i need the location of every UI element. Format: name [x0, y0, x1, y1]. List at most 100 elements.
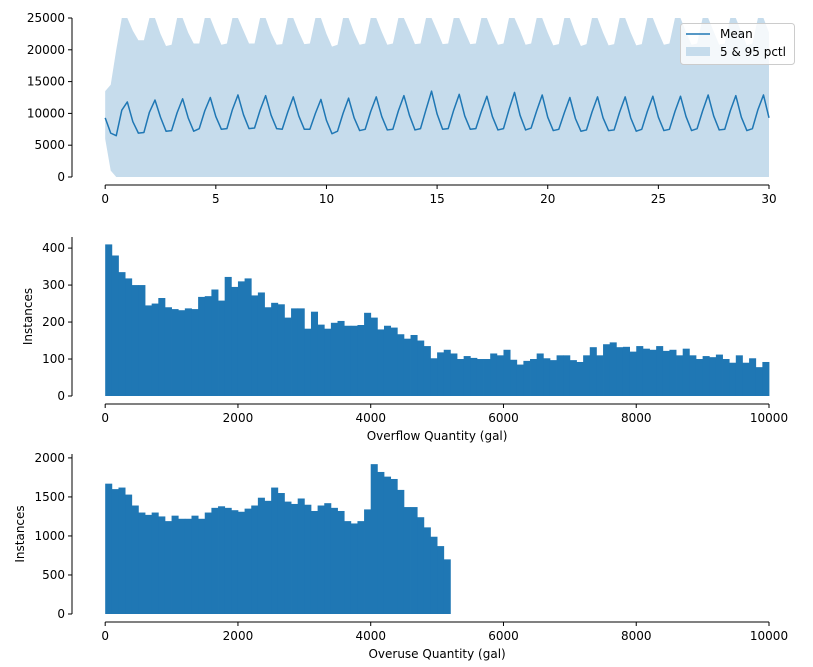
- histogram-bar: [218, 300, 226, 396]
- histogram-bar: [224, 507, 232, 614]
- y-tick-label: 0: [57, 607, 65, 621]
- histogram-bar: [350, 523, 358, 614]
- histogram-bar: [403, 507, 411, 614]
- histogram-bar: [125, 494, 133, 614]
- histogram-bar: [310, 311, 319, 396]
- histogram-bar: [636, 346, 644, 396]
- histogram-bar: [237, 511, 245, 614]
- histogram-bar: [742, 362, 750, 396]
- histogram-bar: [397, 489, 405, 614]
- histogram-bar: [171, 309, 179, 396]
- x-tick-label: 8000: [621, 411, 652, 425]
- histogram-bar: [463, 356, 471, 396]
- histogram-bar: [364, 509, 372, 614]
- histogram-bar: [317, 505, 325, 614]
- x-tick-label: 0: [101, 411, 109, 425]
- histogram-bar: [496, 355, 504, 396]
- histogram-bar: [330, 507, 338, 614]
- histogram-bar: [682, 348, 690, 396]
- y-axis-label: Instances: [21, 288, 35, 345]
- histogram-bar: [211, 289, 219, 396]
- histogram-bar: [490, 353, 498, 396]
- histogram-bar: [390, 478, 398, 614]
- histogram-bar: [145, 514, 153, 614]
- histogram-bar: [443, 559, 451, 614]
- histogram-bar: [277, 304, 285, 396]
- histogram-bar: [397, 334, 405, 396]
- histogram-bar: [111, 255, 119, 396]
- histogram-bar: [158, 298, 166, 396]
- histogram-bar: [735, 355, 743, 396]
- histogram-bar: [357, 521, 365, 614]
- y-tick-label: 25000: [27, 11, 65, 25]
- histogram-bar: [105, 483, 113, 614]
- x-tick-label: 15: [429, 192, 444, 206]
- histogram-bar: [676, 355, 684, 396]
- histogram-bar: [410, 507, 418, 614]
- histogram-bar: [291, 503, 299, 614]
- histogram-bar: [151, 512, 159, 614]
- histogram-bar: [257, 497, 265, 614]
- histogram-bar: [131, 285, 139, 396]
- histogram-bar: [178, 518, 186, 614]
- y-tick-label: 400: [42, 241, 65, 255]
- histogram-bar: [430, 536, 438, 614]
- histogram-bar: [563, 355, 571, 396]
- histogram-bar: [370, 317, 378, 396]
- histogram-bar: [337, 320, 345, 396]
- y-tick-label: 10000: [27, 106, 65, 120]
- histogram-bar: [576, 361, 584, 396]
- y-tick-label: 0: [57, 389, 65, 403]
- histogram-bar: [111, 489, 119, 614]
- x-tick-label: 4000: [355, 629, 386, 643]
- histogram-bar: [264, 500, 272, 614]
- histogram-bar: [476, 359, 484, 396]
- histogram-bar: [324, 328, 332, 396]
- histogram-bar: [237, 281, 245, 396]
- x-tick-label: 10000: [750, 411, 788, 425]
- x-tick-label: 2000: [223, 411, 254, 425]
- x-tick-label: 6000: [488, 629, 519, 643]
- histogram-bar: [158, 516, 166, 614]
- histogram-bar: [164, 521, 172, 614]
- histogram-bar: [277, 493, 285, 614]
- histogram-bar: [224, 276, 232, 396]
- histogram-bar: [251, 505, 259, 614]
- histogram-bar: [609, 342, 617, 396]
- y-tick-label: 2000: [34, 451, 65, 465]
- histogram-bar: [244, 278, 252, 396]
- histogram-bar: [583, 355, 591, 396]
- histogram-bar: [251, 295, 259, 396]
- x-tick-label: 10: [319, 192, 334, 206]
- histogram-bar: [198, 296, 206, 396]
- histogram-bar: [530, 359, 538, 396]
- histogram-bar: [470, 357, 478, 396]
- histogram-bar: [204, 512, 212, 614]
- histogram-bar: [430, 358, 438, 396]
- histogram-bar: [556, 355, 564, 396]
- histogram-bar: [271, 302, 279, 396]
- histogram-bar: [330, 322, 338, 396]
- histogram-bar: [284, 317, 292, 396]
- histogram-bar: [729, 362, 737, 396]
- histogram-bar: [715, 354, 723, 396]
- histogram-bar: [483, 359, 491, 396]
- x-tick-label: 10000: [750, 629, 788, 643]
- histogram-bar: [596, 355, 604, 396]
- histogram-bar: [370, 464, 378, 614]
- histogram-bar: [151, 303, 159, 396]
- histogram-bar: [297, 308, 305, 396]
- legend: Mean 5 & 95 pctl: [680, 23, 795, 65]
- histogram-bar: [184, 308, 192, 396]
- histogram-bar: [437, 352, 445, 396]
- histogram-bar: [291, 308, 299, 396]
- histogram-bar: [403, 338, 411, 396]
- histogram-bar: [357, 325, 365, 396]
- histogram-bar: [709, 357, 717, 396]
- x-axis-label: Overflow Quantity (gal): [367, 429, 508, 443]
- histogram-bar: [437, 546, 445, 614]
- histogram-bar: [264, 307, 272, 396]
- histogram-bar: [138, 512, 146, 614]
- y-tick-label: 5000: [34, 138, 65, 152]
